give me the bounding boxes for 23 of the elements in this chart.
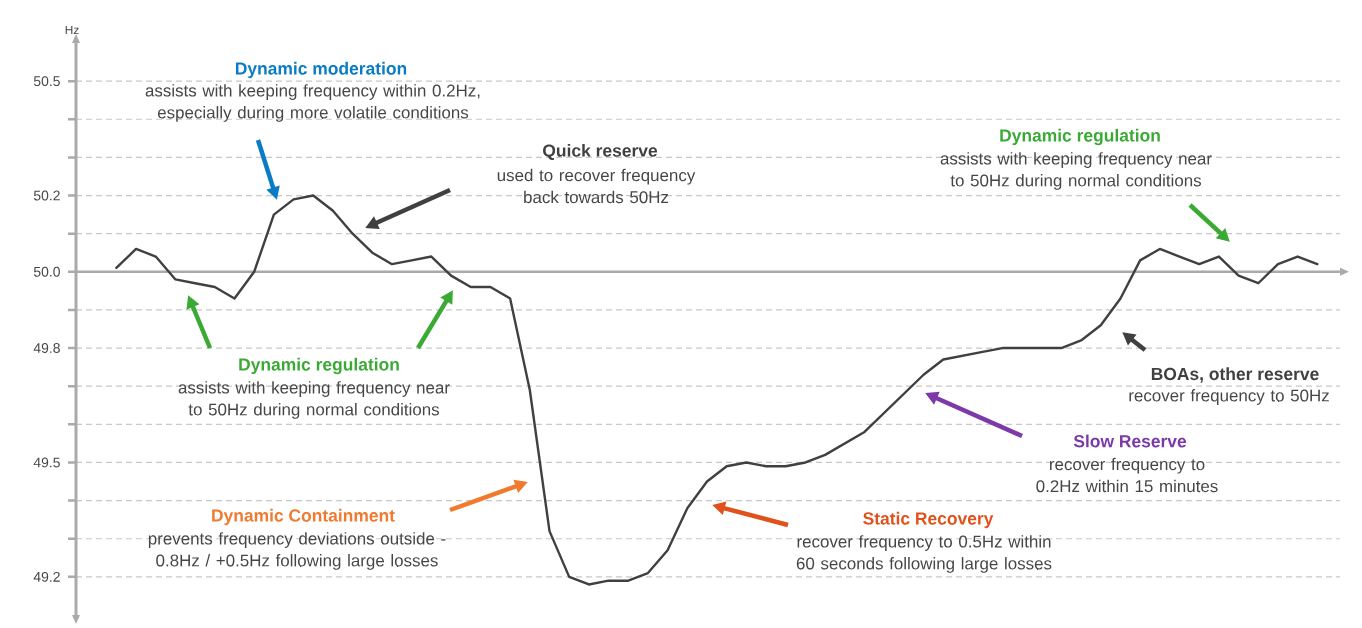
annotation: Dynamic regulation xyxy=(1000,128,1160,146)
annotation: recover frequency to 50Hz xyxy=(1129,389,1329,405)
annotation: Quick reserve xyxy=(543,143,658,161)
annotation: Dynamic Containment xyxy=(212,508,395,526)
annotation: assists with keeping frequency near to 50Hz during normal conditions xyxy=(178,381,450,419)
y-tick-label: 49.5 xyxy=(33,457,60,468)
annotation: Slow Reserve xyxy=(1073,434,1187,448)
y-tick-label: 49.8 xyxy=(33,343,60,354)
annotation: BOAs, other reserve xyxy=(1151,367,1319,383)
annotation: Dynamic moderation xyxy=(235,61,407,79)
y-tick-label: 50.0 xyxy=(33,266,60,277)
y-tick-label: 50.5 xyxy=(33,76,60,87)
annotation: recover frequency to 0.2Hz within 15 minutes xyxy=(1036,457,1218,493)
annotation: Dynamic regulation xyxy=(239,357,399,375)
annotation: assists with keeping frequency within 0.2Hz, especially during more volatile conditions xyxy=(145,84,480,122)
annotation: Static Recovery xyxy=(863,511,994,529)
annotation: recover frequency to 0.5Hz within 60 seconds following large losses xyxy=(796,535,1052,573)
annotation: used to recover frequency back towards 50Hz xyxy=(497,168,696,204)
y-tick-label: 49.2 xyxy=(33,571,60,582)
y-axis-title: Hz xyxy=(65,25,79,35)
annotation: assists with keeping frequency near to 50Hz during normal conditions xyxy=(940,152,1212,190)
annotation: prevents frequency deviations outside -0.8Hz / +0.5Hz following large losses xyxy=(148,532,446,570)
y-tick-label: 50.2 xyxy=(33,190,60,201)
